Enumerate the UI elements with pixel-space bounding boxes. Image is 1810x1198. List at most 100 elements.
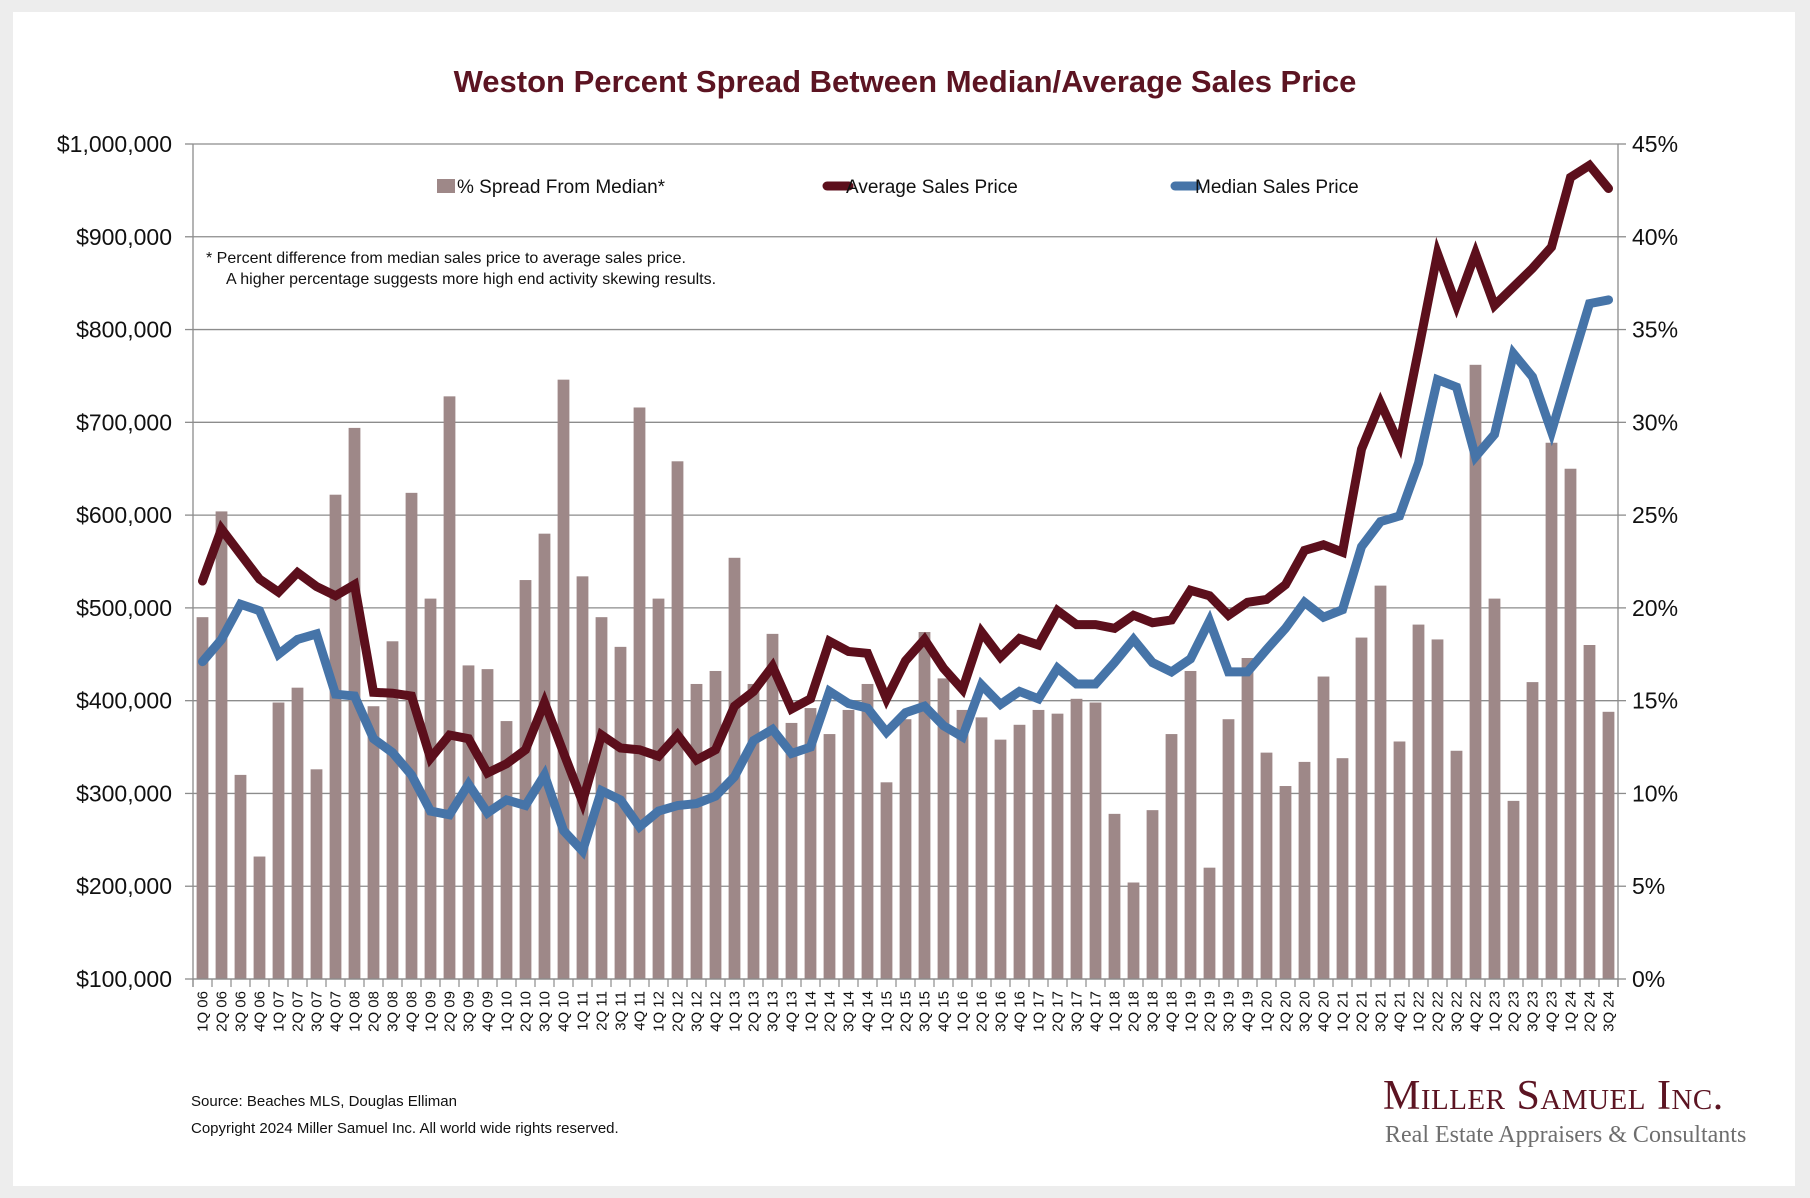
x-tick-label: 2Q 06 [214,991,231,1032]
x-tick-label: 3Q 15 [917,991,934,1032]
logo-company-name: Miller Samuel Inc. [1383,1073,1724,1119]
median-price-line [198,295,1613,860]
y-axis-left-labels: $100,000 $200,000 $300,000 $400,000 $500,000… [57,131,172,992]
spread-bar [1317,676,1330,979]
spread-bar [1602,711,1615,979]
x-tick-label: 1Q 07 [271,991,288,1032]
average-price-line [198,159,1613,816]
spread-bar [538,533,551,979]
logo-tagline: Real Estate Appraisers & Consultants [1385,1122,1747,1148]
spread-bar [1564,468,1577,979]
x-tick-label: 1Q 15 [879,991,896,1032]
x-tick-label: 3Q 23 [1525,991,1542,1032]
spread-bar [1203,867,1216,979]
spread-bar [1507,800,1520,979]
x-tick-label: 4Q 16 [1012,991,1029,1032]
spread-bar [329,494,342,979]
spread-bar [1545,442,1558,979]
spread-bar [576,576,589,979]
y-right-tick-label: 35% [1632,317,1678,343]
x-tick-label: 4Q 20 [1316,991,1333,1032]
x-tick-label: 1Q 21 [1335,991,1352,1032]
x-tick-label: 4Q 22 [1468,991,1485,1032]
x-tick-label: 1Q 20 [1259,991,1276,1032]
x-tick-label: 2Q 24 [1582,991,1599,1032]
spread-bar [652,598,665,979]
x-tick-label: 1Q 10 [499,991,516,1032]
spread-bar [1222,719,1235,979]
spread-bar [1165,734,1178,979]
y-right-tick-label: 45% [1632,131,1678,157]
x-tick-label: 2Q 10 [518,991,535,1032]
x-tick-label: 2Q 13 [746,991,763,1032]
y-left-tick-label: $600,000 [76,502,172,528]
spread-bar [1431,639,1444,979]
x-tick-label: 2Q 12 [670,991,687,1032]
x-tick-label: 2Q 16 [974,991,991,1032]
spread-bar [462,665,475,979]
spread-bar [975,717,988,979]
spread-bar [1013,724,1026,979]
x-tick-label: 4Q 21 [1392,991,1409,1032]
footnote-line-1: * Percent difference from median sales p… [206,250,686,267]
x-tick-label: 1Q 11 [575,991,592,1031]
spread-bar [1051,713,1064,979]
spread-bar [443,396,456,979]
spread-bar [1070,698,1083,979]
x-tick-label: 3Q 16 [993,991,1010,1032]
spread-bar [291,687,304,979]
x-tick-label: 2Q 07 [290,991,307,1032]
x-tick-label: 1Q 22 [1411,991,1428,1032]
y-right-tick-label: 40% [1632,224,1678,250]
legend: % Spread From Median* Average Sales Pric… [437,177,1359,198]
spread-bar [690,683,703,979]
x-tick-label: 2Q 17 [1050,991,1067,1032]
copyright-note: Copyright 2024 Miller Samuel Inc. All wo… [191,1120,619,1137]
x-tick-label: 3Q 17 [1069,991,1086,1032]
line-series [198,159,1613,860]
x-tick-label: 1Q 24 [1563,991,1580,1032]
x-tick-label: 3Q 20 [1297,991,1314,1032]
spread-bar [1355,637,1368,979]
x-tick-label: 3Q 19 [1221,991,1238,1032]
y-left-tick-label: $1,000,000 [57,131,172,157]
spread-bar [405,492,418,979]
x-tick-label: 2Q 14 [822,991,839,1032]
spread-bar [253,856,266,979]
x-tick-label: 4Q 10 [556,991,573,1032]
footnote-line-2: A higher percentage suggests more high e… [226,271,716,288]
x-tick-label: 4Q 12 [708,991,725,1032]
x-tick-label: 1Q 17 [1031,991,1048,1032]
spread-bar [861,683,874,979]
x-tick-label: 2Q 08 [366,991,383,1032]
spread-bar [1127,882,1140,979]
x-tick-label: 1Q 18 [1107,991,1124,1032]
spread-bar [766,633,779,979]
x-tick-label: 2Q 22 [1430,991,1447,1032]
x-tick-label: 1Q 16 [955,991,972,1032]
x-tick-label: 1Q 23 [1487,991,1504,1032]
x-tick-label: 1Q 09 [423,991,440,1032]
y-left-tick-label: $700,000 [76,409,172,435]
y-right-tick-label: 25% [1632,502,1678,528]
spread-bar [1526,682,1539,979]
x-tick-label: 1Q 06 [195,991,212,1032]
legend-label-median: Median Sales Price [1195,177,1359,198]
spread-bar [424,598,437,979]
bar-series-spread [196,364,1615,980]
spread-bar [1279,786,1292,979]
y-left-tick-label: $900,000 [76,224,172,250]
spread-bar [1032,709,1045,979]
x-tick-label: 3Q 08 [385,991,402,1032]
x-tick-label: 3Q 10 [537,991,554,1032]
legend-swatch-spread [437,179,455,193]
x-tick-label: 4Q 06 [252,991,269,1032]
x-tick-label: 2Q 19 [1202,991,1219,1032]
spread-bar [823,734,836,979]
spread-bar [519,580,532,979]
spread-bar [310,769,323,979]
legend-label-average: Average Sales Price [846,177,1018,198]
x-tick-label: 3Q 09 [461,991,478,1032]
y-right-tick-label: 15% [1632,688,1678,714]
